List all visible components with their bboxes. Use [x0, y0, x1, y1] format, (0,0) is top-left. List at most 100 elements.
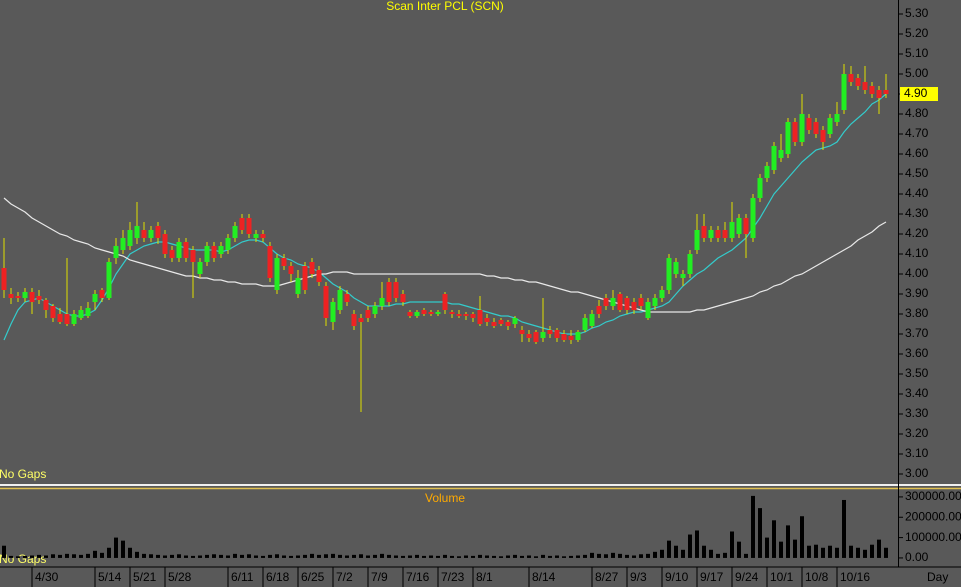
volume-bar [884, 547, 888, 558]
y-tick-label: 4.10 [905, 246, 929, 260]
y-tick-label: 3.80 [905, 306, 929, 320]
x-tick-label: 9/24 [735, 570, 759, 584]
candle-body [785, 122, 791, 154]
candle-body [757, 178, 763, 198]
volume-bar [611, 552, 615, 558]
volume-bar [534, 556, 538, 558]
candle-body [22, 292, 28, 298]
y-tick-label: 5.10 [905, 46, 929, 60]
volume-bar [142, 553, 146, 558]
volume-bar [394, 555, 398, 558]
volume-bar [779, 541, 783, 558]
x-tick-label: 5/21 [133, 570, 157, 584]
candle-body [169, 250, 175, 258]
y-tick-label: 3.30 [905, 406, 929, 420]
y-tick-label: 3.10 [905, 446, 929, 460]
volume-bar [478, 554, 482, 558]
volume-bar [170, 554, 174, 558]
x-tick-label: 8/14 [532, 570, 556, 584]
volume-bar [2, 545, 6, 558]
volume-bar [352, 554, 356, 558]
candle-body [834, 114, 840, 122]
candle-body [540, 332, 546, 338]
volume-bar [807, 545, 811, 558]
candle-body [638, 298, 644, 306]
volume-bar [429, 555, 433, 558]
volume-bar [471, 555, 475, 558]
volume-bar [492, 555, 496, 558]
candle-body [309, 262, 315, 274]
volume-bar [870, 544, 874, 558]
candle-body [344, 294, 350, 302]
candle-body [722, 230, 728, 238]
volume-bar [401, 555, 405, 558]
volume-bar [863, 549, 867, 558]
candle-body [134, 226, 140, 238]
candle-body [526, 334, 532, 338]
candle-body [141, 230, 147, 238]
volume-bar [548, 555, 552, 558]
candle-body [8, 294, 14, 298]
volume-bar [303, 554, 307, 558]
volume-bar [443, 554, 447, 558]
volume-bar [618, 553, 622, 558]
candle-body [267, 246, 273, 278]
candle-body [295, 278, 301, 294]
candle-body [428, 312, 434, 314]
x-tick-label: 6/11 [231, 570, 254, 584]
volume-bar [121, 540, 125, 558]
candle-body [652, 298, 658, 306]
candle-body [358, 318, 364, 322]
volume-bar [562, 556, 566, 558]
candle-body [729, 222, 735, 238]
candle-body [337, 290, 343, 310]
candle-body [386, 282, 392, 302]
volume-bar [681, 549, 685, 558]
volume-bar [205, 554, 209, 558]
candle-body [323, 286, 329, 318]
candle-body [57, 314, 63, 322]
volume-bar [16, 556, 20, 558]
candle-body [50, 306, 56, 318]
candle-body [113, 246, 119, 258]
volume-bar [114, 537, 118, 558]
candle-body [239, 218, 245, 230]
candle-body [162, 234, 168, 254]
x-tick-label: 8/27 [595, 570, 619, 584]
candle-body [218, 246, 224, 254]
candle-body [302, 266, 308, 290]
candle-body [29, 292, 35, 302]
volume-bar [513, 554, 517, 558]
candle-body [211, 246, 217, 258]
volume-bar [317, 554, 321, 558]
y-tick-label: 300000.00 [905, 489, 961, 503]
candle-body [470, 314, 476, 318]
volume-bar [457, 556, 461, 558]
y-tick-label: 4.40 [905, 186, 929, 200]
candle-body [603, 298, 609, 306]
x-tick-label: 8/1 [476, 570, 493, 584]
volume-bar [261, 555, 265, 558]
annotation: No Gaps [0, 552, 46, 566]
candle-body [666, 258, 672, 290]
volume-bar [331, 553, 335, 558]
volume-bar [338, 554, 342, 558]
x-tick-label: 10/16 [840, 570, 870, 584]
volume-bar [527, 555, 531, 558]
y-tick-label: 3.00 [905, 466, 929, 480]
candle-body [575, 332, 581, 340]
candle-body [589, 314, 595, 326]
volume-bar [345, 555, 349, 558]
y-tick-label: 4.00 [905, 266, 929, 280]
volume-bar [772, 520, 776, 558]
candle-body [771, 146, 777, 170]
volume-bar [373, 554, 377, 558]
volume-bar [485, 555, 489, 558]
candle-body [190, 250, 196, 262]
volume-bar [856, 547, 860, 558]
y-tick-label: 5.00 [905, 66, 929, 80]
volume-bar [233, 553, 237, 558]
candle-body [498, 320, 504, 324]
volume-bar [275, 554, 279, 558]
